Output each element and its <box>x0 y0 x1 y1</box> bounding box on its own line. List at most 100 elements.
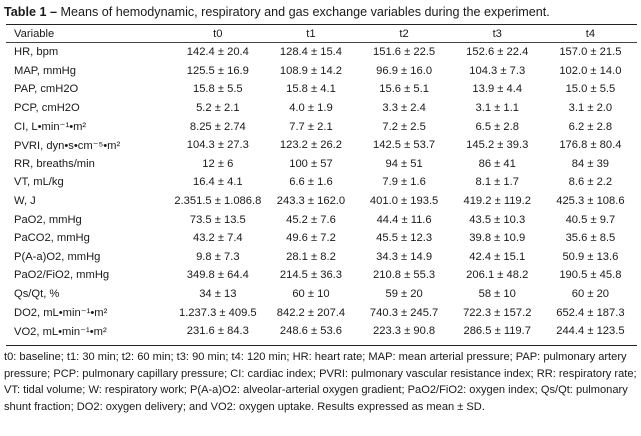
table-cell: 157.0 ± 21.5 <box>559 46 622 59</box>
table-cell: 6.2 ± 2.8 <box>568 120 613 133</box>
table-cell: 60 ± 10 <box>292 288 330 301</box>
table-cell: 84 ± 39 <box>571 157 610 170</box>
table-cell: 286.5 ± 119.7 <box>463 325 531 338</box>
table-cell: 96.9 ± 16.0 <box>376 64 433 77</box>
table-cell: 190.5 ± 45.8 <box>559 269 622 282</box>
table-row: W, J 2.351.5 ± 1.086.8 243.3 ± 162.0 401.0 … <box>6 192 637 211</box>
table-cell: 34.3 ± 14.9 <box>376 250 433 263</box>
table-row: PaCO2, mmHg 43.2 ± 7.4 49.6 ± 7.2 45.5 ± 12… <box>6 229 637 248</box>
table-row: PCP, cmH2O 5.2 ± 2.1 4.0 ± 1.9 3.3 ± 2.4 3.1… <box>6 99 637 118</box>
table-cell: 45.5 ± 12.3 <box>376 232 433 245</box>
table-cell: 34 ± 13 <box>199 288 237 301</box>
table-cell: 176.8 ± 80.4 <box>559 139 622 152</box>
table-cell: 58 ± 10 <box>478 288 516 301</box>
table-cell: 142.4 ± 20.4 <box>186 46 249 59</box>
table-row: P(A-a)O2, mmHg 9.8 ± 7.3 28.1 ± 8.2 34.3 ± … <box>6 248 637 267</box>
table-cell: 104.3 ± 7.3 <box>469 64 526 77</box>
table-cell: 6.5 ± 2.8 <box>475 120 519 133</box>
table-cell: 43.5 ± 10.3 <box>469 213 526 226</box>
row-label: CI, L•min⁻¹•m² <box>14 121 87 134</box>
column-header: t1 <box>264 25 358 43</box>
table-cell: 8.25 ± 2.74 <box>189 120 246 133</box>
table-cell: 94 ± 51 <box>385 157 423 170</box>
row-label: PCP, cmH2O <box>14 102 80 115</box>
column-header: t4 <box>543 25 637 43</box>
table-cell: 244.4 ± 123.5 <box>556 325 625 338</box>
table-cell: 15.8 ± 4.1 <box>286 83 336 96</box>
table-cell: 73.5 ± 13.5 <box>189 213 246 226</box>
table-cell: 16.4 ± 4.1 <box>192 176 243 189</box>
table-cell: 145.2 ± 39.3 <box>466 139 529 152</box>
table-cell: 49.6 ± 7.2 <box>286 232 336 245</box>
row-label: PVRI, dyn•s•cm⁻⁵•m² <box>14 139 121 152</box>
table-row: DO2, mL•min⁻¹•m² 1.237.3 ± 409.5 842.2 ± 2… <box>6 303 637 322</box>
table-cell: 2.351.5 ± 1.086.8 <box>174 195 262 208</box>
table-cell: 248.6 ± 53.6 <box>279 325 343 338</box>
table-body: HR, bpm 142.4 ± 20.4 128.4 ± 15.4 151.6 ± 2… <box>6 43 637 341</box>
table-cell: 102.0 ± 14.0 <box>559 64 622 77</box>
table-row: VT, mL/kg 16.4 ± 4.1 6.6 ± 1.6 7.9 ± 1.6 8.1… <box>6 173 637 192</box>
table-cell: 722.3 ± 157.2 <box>463 306 532 319</box>
table-row: HR, bpm 142.4 ± 20.4 128.4 ± 15.4 151.6 ± 2… <box>6 43 637 62</box>
table-cell: 6.6 ± 1.6 <box>289 176 333 189</box>
table-footnote: t0: baseline; t1: 30 min; t2: 60 min; t3… <box>4 351 637 413</box>
table-cell: 9.8 ± 7.3 <box>196 250 240 263</box>
table-cell: 740.3 ± 245.7 <box>369 306 439 319</box>
table-cell: 42.4 ± 15.1 <box>469 250 526 263</box>
table-cell: 1.237.3 ± 409.5 <box>178 306 257 319</box>
table-cell: 15.0 ± 5.5 <box>565 83 616 96</box>
table-cell: 40.5 ± 9.7 <box>565 213 616 226</box>
table-cell: 152.6 ± 22.4 <box>466 46 529 59</box>
data-table: Variable t0 t1 t2 t3 t4 HR, bpm 142.4 ± 2… <box>6 25 637 341</box>
table-cell: 39.8 ± 10.9 <box>469 232 526 245</box>
column-header: t0 <box>171 25 265 43</box>
table-cell: 44.4 ± 11.6 <box>376 213 432 226</box>
caption-dash: – <box>46 5 61 19</box>
table-row: PaO2/FiO2, mmHg 349.8 ± 64.4 214.5 ± 36.3 2… <box>6 266 637 285</box>
table-cell: 100 ± 57 <box>289 157 333 170</box>
table-cell: 86 ± 41 <box>478 157 516 170</box>
row-label: VT, mL/kg <box>14 176 64 189</box>
table-cell: 108.9 ± 14.2 <box>279 64 343 77</box>
table-header-row: Variable t0 t1 t2 t3 t4 <box>6 25 637 43</box>
table-row: CI, L•min⁻¹•m² 8.25 ± 2.74 7.7 ± 2.1 7.2 ± … <box>6 117 637 136</box>
table-cell: 43.2 ± 7.4 <box>192 232 243 245</box>
table-cell: 15.8 ± 5.5 <box>192 83 243 96</box>
table-cell: 50.9 ± 13.6 <box>562 250 619 263</box>
row-label: P(A-a)O2, mmHg <box>14 250 101 263</box>
table-cell: 7.9 ± 1.6 <box>382 176 426 189</box>
table-cell: 425.3 ± 108.6 <box>556 195 625 208</box>
table-cell: 151.6 ± 22.5 <box>373 46 436 59</box>
row-label: PaO2, mmHg <box>14 213 82 226</box>
table-cell: 842.2 ± 207.4 <box>276 306 346 319</box>
table-row: PAP, cmH2O 15.8 ± 5.5 15.8 ± 4.1 15.6 ± 5.1… <box>6 80 637 99</box>
row-label: HR, bpm <box>14 46 59 59</box>
row-label: MAP, mmHg <box>14 64 76 77</box>
table-cell: 243.3 ± 162.0 <box>276 195 346 208</box>
table-cell: 3.3 ± 2.4 <box>382 102 426 115</box>
table-cell: 7.7 ± 2.1 <box>289 120 333 133</box>
row-label: DO2, mL•min⁻¹•m² <box>14 307 108 320</box>
table-row: RR, breaths/min 12 ± 6 100 ± 57 94 ± 51 86 ±… <box>6 155 637 174</box>
table-cell: 125.5 ± 16.9 <box>186 64 249 77</box>
table-cell: 7.2 ± 2.5 <box>382 120 426 133</box>
column-header: t3 <box>450 25 544 43</box>
table-cell: 3.1 ± 1.1 <box>475 102 519 115</box>
row-label: PaO2/FiO2, mmHg <box>14 269 110 282</box>
row-label: PaCO2, mmHg <box>14 232 90 245</box>
row-label: RR, breaths/min <box>14 157 95 170</box>
table-cell: 419.2 ± 119.2 <box>463 195 531 208</box>
table-cell: 223.3 ± 90.8 <box>373 325 436 338</box>
table-cell: 231.6 ± 84.3 <box>186 325 249 338</box>
table-cell: 128.4 ± 15.4 <box>279 46 343 59</box>
table-cell: 35.6 ± 8.5 <box>565 232 616 245</box>
table-row: MAP, mmHg 125.5 ± 16.9 108.9 ± 14.2 96.9 ± … <box>6 62 637 81</box>
caption-label: Table 1 <box>4 5 47 19</box>
table-row: Qs/Qt, % 34 ± 13 60 ± 10 59 ± 20 58 ± 10 60 ±… <box>6 285 637 304</box>
table-cell: 652.4 ± 187.3 <box>556 306 625 319</box>
table-cell: 214.5 ± 36.3 <box>279 269 343 282</box>
table-cell: 401.0 ± 193.5 <box>369 195 439 208</box>
caption-text: Means of hemodynamic, respiratory and ga… <box>60 5 550 19</box>
table-cell: 210.8 ± 55.3 <box>373 269 436 282</box>
table-caption: Table 1 – Means of hemodynamic, respirat… <box>4 2 637 22</box>
